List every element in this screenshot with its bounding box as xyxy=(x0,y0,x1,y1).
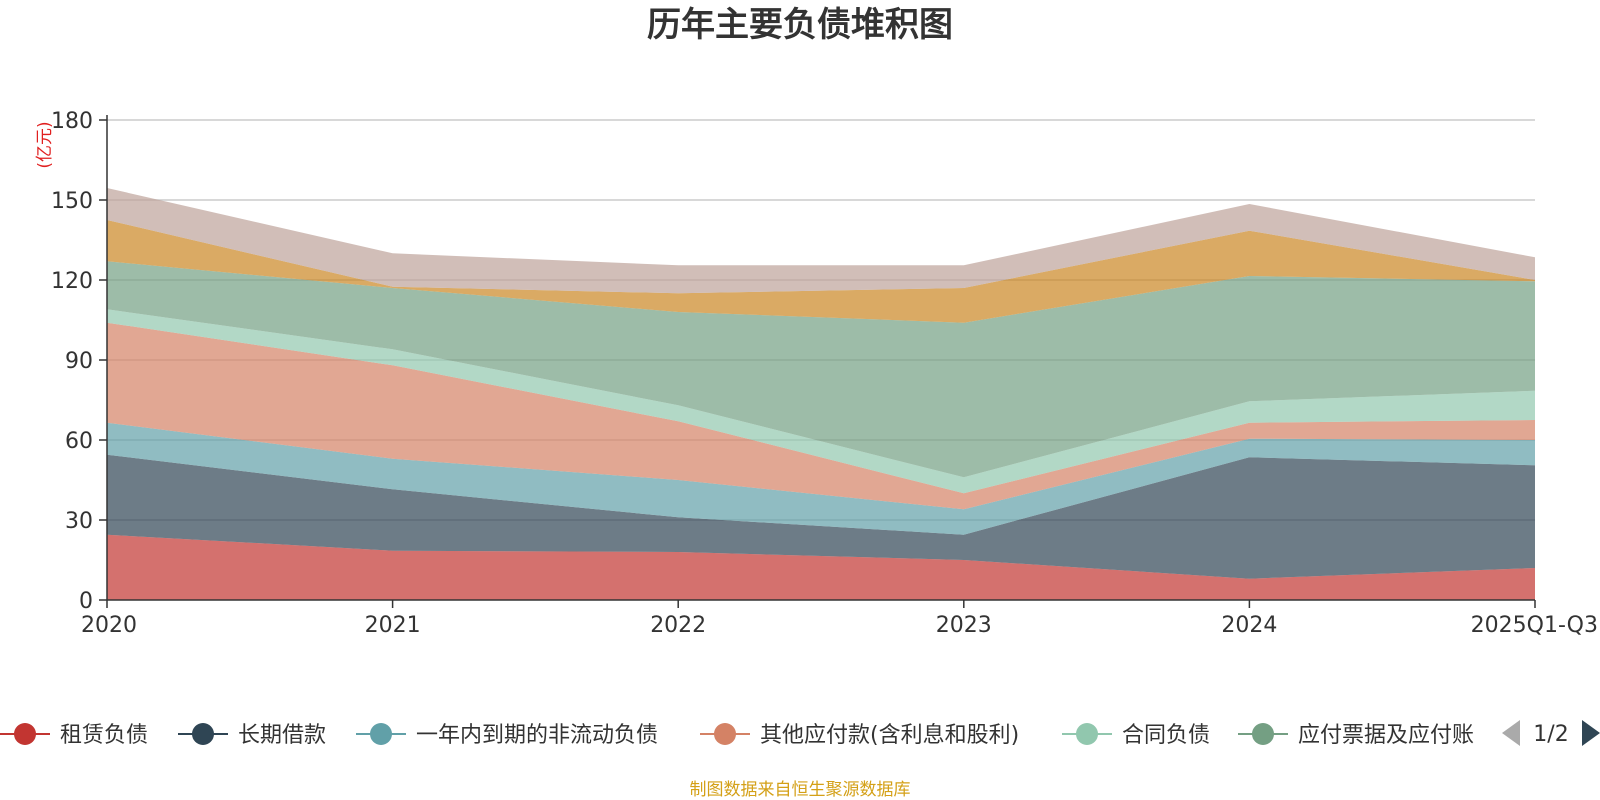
y-tick-label: 60 xyxy=(65,429,93,454)
y-tick-label: 30 xyxy=(65,509,93,534)
legend-dot-icon xyxy=(714,723,736,745)
legend-label: 租赁负债 xyxy=(60,723,148,748)
data-source-note: 制图数据来自恒生聚源数据库 xyxy=(690,780,911,800)
legend-label: 其他应付款(含利息和股利) xyxy=(760,723,1019,748)
legend-label: 一年内到期的非流动负债 xyxy=(416,723,658,748)
legend-page-indicator: 1/2 xyxy=(1533,722,1568,747)
legend-item[interactable]: 租赁负债 xyxy=(0,723,148,748)
y-tick-label: 150 xyxy=(51,189,93,214)
y-tick-label: 0 xyxy=(79,589,93,614)
legend-dot-icon xyxy=(370,723,392,745)
y-tick-label: 180 xyxy=(51,109,93,134)
x-tick-label: 2021 xyxy=(365,613,421,638)
legend-pager: 1/2 xyxy=(1502,720,1600,747)
legend-label: 应付票据及应付账 xyxy=(1298,723,1474,748)
legend-dot-icon xyxy=(192,723,214,745)
legend-prev-icon[interactable] xyxy=(1502,720,1520,746)
legend-item[interactable]: 应付票据及应付账 xyxy=(1238,723,1474,748)
y-tick-label: 120 xyxy=(51,269,93,294)
y-tick-label: 90 xyxy=(65,349,93,374)
legend: 租赁负债 长期借款 一年内到期的非流动负债 其他应付款(含利息和股利) 合同负债 应付票据… xyxy=(0,723,1474,748)
area-series-6 xyxy=(107,261,1535,478)
x-tick-label: 2023 xyxy=(936,613,992,638)
area-series-4 xyxy=(107,322,1535,510)
legend-dot-icon xyxy=(1252,723,1274,745)
area-series-3 xyxy=(107,422,1535,535)
legend-dot-icon xyxy=(1076,723,1098,745)
x-tick-label: 2020 xyxy=(81,613,137,638)
legend-next-icon[interactable] xyxy=(1582,720,1600,746)
chart-title: 历年主要负债堆积图 xyxy=(647,5,953,45)
x-tick-label: 2024 xyxy=(1221,613,1277,638)
legend-dot-icon xyxy=(14,723,36,745)
area-series-2 xyxy=(107,454,1535,579)
area-series-1 xyxy=(107,534,1535,600)
legend-item[interactable]: 长期借款 xyxy=(178,723,326,748)
legend-item[interactable]: 其他应付款(含利息和股利) xyxy=(700,723,1019,748)
legend-item[interactable]: 一年内到期的非流动负债 xyxy=(356,723,658,748)
x-tick-label: 2025Q1-Q3 xyxy=(1471,613,1598,638)
legend-label: 长期借款 xyxy=(238,723,326,748)
area-series-7 xyxy=(107,220,1535,323)
area-series-8 xyxy=(107,188,1535,294)
legend-item[interactable]: 合同负债 xyxy=(1062,723,1210,748)
series-areas xyxy=(107,188,1535,600)
y-axis-unit: (亿元) xyxy=(35,121,55,168)
legend-label: 合同负债 xyxy=(1122,723,1210,748)
axes: 0 30 60 90 120 150 180 2020 2021 2022 2023 2024 2025… xyxy=(51,109,1598,638)
x-tick-label: 2022 xyxy=(650,613,706,638)
